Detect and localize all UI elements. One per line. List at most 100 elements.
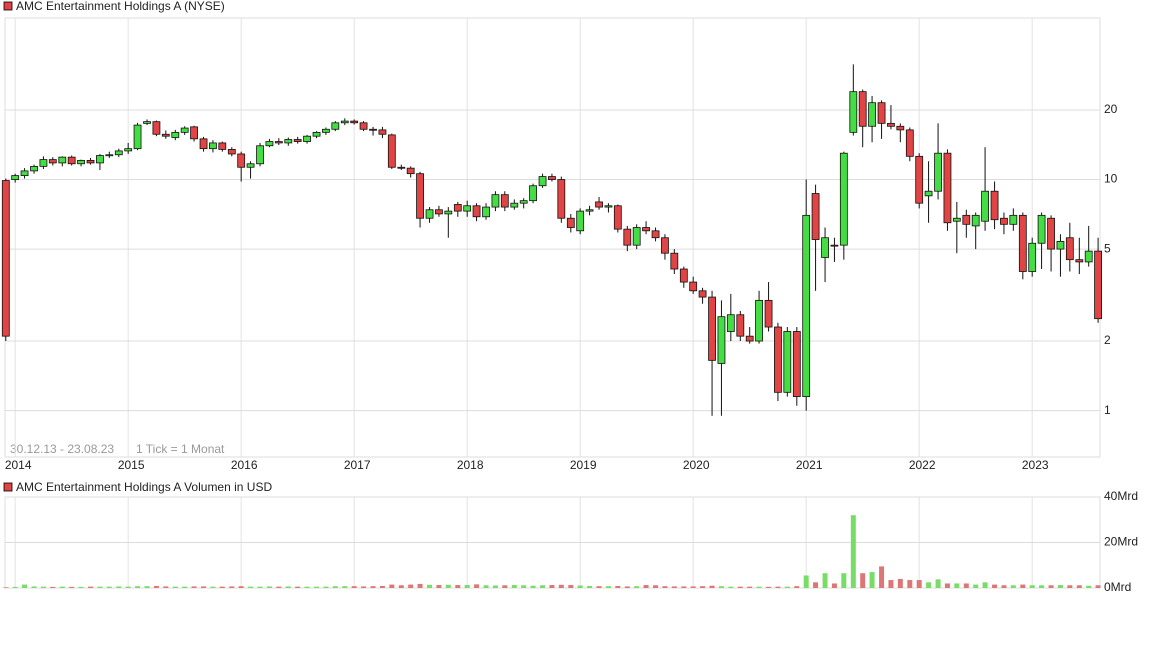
candle-body: [877, 102, 886, 124]
volume-bar: [1039, 585, 1045, 588]
candle-body: [764, 299, 773, 328]
volume-bar: [605, 586, 611, 588]
candle-body: [86, 159, 95, 164]
volume-bar: [483, 585, 489, 588]
volume-bar: [304, 586, 310, 588]
volume-bar: [888, 580, 894, 588]
candle-body: [774, 326, 782, 393]
volume-bar: [756, 586, 762, 588]
volume-bar: [860, 573, 866, 588]
volume-bar: [219, 586, 225, 588]
volume-bar: [1067, 585, 1073, 588]
candle-body: [962, 214, 971, 225]
candle-body: [96, 155, 104, 164]
candle-body: [915, 155, 924, 204]
volume-bar: [191, 586, 197, 588]
x-tick-label: 2021: [796, 458, 823, 472]
volume-bar: [1086, 585, 1092, 588]
candle-body: [124, 148, 133, 152]
candle-body: [1028, 242, 1037, 272]
volume-bar: [492, 585, 498, 588]
volume-bar: [926, 582, 932, 588]
volume-bar: [662, 586, 668, 588]
candle-body: [698, 290, 707, 298]
volume-bar: [78, 586, 84, 588]
volume-bar: [700, 586, 706, 588]
candle-body: [39, 159, 48, 167]
volume-bar: [577, 585, 583, 588]
volume-bar: [314, 586, 320, 588]
candle-body: [576, 210, 585, 232]
volume-bar: [59, 586, 65, 588]
x-tick-label: 2017: [344, 458, 371, 472]
volume-bar: [671, 586, 677, 588]
candle-body: [67, 156, 76, 165]
y-tick-label: 40Mrd: [1104, 489, 1138, 503]
x-tick-label: 2016: [231, 458, 258, 472]
candle-body: [77, 159, 85, 165]
candle-body: [595, 201, 603, 208]
candle-body: [745, 335, 754, 342]
volume-bar: [97, 586, 103, 588]
legend-swatch: [3, 482, 13, 492]
candle-body: [406, 167, 415, 175]
candle-body: [171, 131, 180, 138]
candle-body: [642, 227, 650, 232]
candle-body: [453, 204, 462, 212]
volume-bar: [737, 586, 743, 588]
x-tick-label: 2023: [1022, 458, 1049, 472]
volume-bar: [69, 586, 75, 588]
candle-body: [1009, 214, 1018, 225]
volume-bar: [22, 584, 28, 588]
candle-body: [557, 179, 566, 219]
volume-bar: [445, 584, 451, 588]
candle-body: [20, 170, 29, 176]
candle-body: [830, 244, 839, 247]
volume-bar: [1001, 585, 1007, 588]
candle-body: [350, 120, 359, 124]
volume-bar: [530, 585, 536, 588]
volume-bar: [681, 586, 687, 588]
volume-bar: [172, 586, 178, 588]
volume-bar: [455, 585, 461, 588]
candle-body: [585, 209, 594, 212]
candle-body: [463, 205, 472, 212]
x-tick-label: 2020: [683, 458, 710, 472]
volume-title: AMC Entertainment Holdings A Volumen in …: [16, 480, 272, 494]
candle-body: [566, 217, 575, 228]
volume-bar: [907, 580, 913, 588]
candle-body: [519, 200, 528, 204]
volume-bar: [408, 584, 414, 588]
candle-body: [500, 194, 509, 208]
candle-body: [58, 156, 67, 164]
candle-body: [849, 91, 858, 133]
volume-bar: [12, 586, 18, 588]
volume-bar: [389, 584, 395, 588]
volume-bar: [1057, 585, 1063, 588]
candle-body: [679, 268, 688, 283]
candle-body: [839, 152, 848, 246]
candle-body: [303, 135, 311, 142]
candle-body: [369, 128, 377, 131]
volume-bar: [436, 585, 442, 588]
volume-bar: [634, 586, 640, 588]
volume-bar: [954, 583, 960, 588]
volume-bar: [276, 586, 282, 588]
candle-body: [265, 141, 274, 147]
volume-bar: [248, 586, 254, 588]
volume-bar: [370, 586, 376, 588]
volume-bar: [1010, 585, 1016, 588]
volume-bar: [1020, 584, 1026, 588]
volume-bar: [3, 587, 9, 588]
volume-bar: [332, 586, 338, 588]
volume-bar: [511, 585, 517, 588]
volume-bar: [135, 586, 141, 588]
volume-bar: [747, 586, 753, 588]
candle-body: [190, 126, 198, 140]
price-frame: [4, 17, 1101, 458]
candle-body: [1, 180, 10, 337]
candle-body: [237, 153, 246, 168]
candle-body: [868, 102, 876, 127]
y-tick-label: 20Mrd: [1104, 535, 1138, 549]
